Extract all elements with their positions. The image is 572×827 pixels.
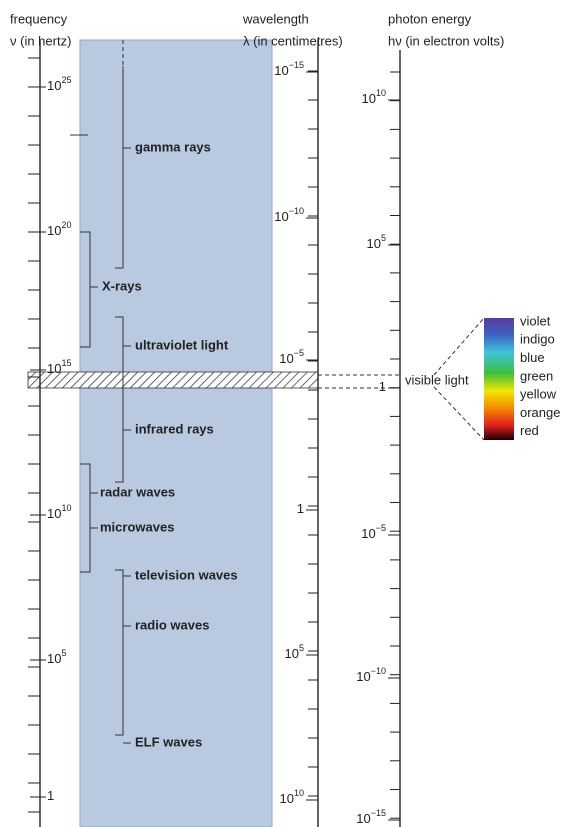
axis-label: 10−5 [361,523,386,541]
label-base: 10 [47,651,61,666]
visible-band [27,371,319,389]
axis-label: 10−10 [356,666,386,684]
label-exponent: 5 [61,648,66,658]
color-label: red [520,423,539,438]
label-base: 10 [274,63,288,78]
axis-subtitle: λ (in centimetres) [243,33,343,48]
color-label: blue [520,350,545,365]
label-exponent: −10 [289,206,304,216]
label-exponent: 10 [376,88,386,98]
label-exponent: 5 [299,643,304,653]
axis-label: 105 [285,643,304,661]
label-exponent: 5 [381,233,386,243]
band-label: microwaves [100,519,174,534]
label-base: 10 [280,791,294,806]
label-exponent: −15 [289,60,304,70]
color-label: green [520,368,553,383]
visible-label: visible light [405,372,469,387]
color-label: indigo [520,332,555,347]
color-spectrum [484,318,514,440]
label-base: 1 [297,501,304,516]
band-label: infrared rays [135,421,214,436]
band-label: television waves [135,567,238,582]
label-base: 10 [362,91,376,106]
label-exponent: 10 [61,503,71,513]
axis-label: 1 [379,379,386,394]
axis-label: 1 [47,788,54,803]
axis-label: 1010 [47,503,71,521]
axis-label: 10−5 [279,348,304,366]
label-base: 10 [367,236,381,251]
label-base: 10 [361,526,375,541]
axis-label: 1015 [47,358,71,376]
axis-subtitle: hν (in electron volts) [388,33,504,48]
wave-band [79,39,273,827]
band-label: ELF waves [135,734,202,749]
label-exponent: 10 [294,788,304,798]
band-label: X-rays [102,278,142,293]
label-base: 10 [47,78,61,93]
axis-label: 1025 [47,75,71,93]
axis-title: photon energy [388,11,472,26]
label-base: 10 [356,669,370,684]
axis-label: 10−15 [274,60,304,78]
axis-label: 105 [367,233,386,251]
axis-label: 1010 [362,88,386,106]
label-exponent: −15 [371,808,386,818]
label-exponent: 20 [61,220,71,230]
label-base: 1 [379,379,386,394]
label-exponent: −5 [294,348,304,358]
band-label: radio waves [135,617,209,632]
label-exponent: 25 [61,75,71,85]
label-exponent: −10 [371,666,386,676]
axis-title: wavelength [242,11,309,26]
axis-label: 1010 [280,788,304,806]
label-base: 10 [47,223,61,238]
label-base: 1 [47,788,54,803]
color-label: violet [520,313,551,328]
axis-label: 1 [297,501,304,516]
band-label: ultraviolet light [135,337,229,352]
visible-connectors [318,317,485,441]
label-exponent: −5 [376,523,386,533]
label-base: 10 [285,646,299,661]
band-label: gamma rays [135,139,211,154]
axis-label: 10−10 [274,206,304,224]
axis-subtitle: ν (in hertz) [10,33,71,48]
axis-title: frequency [10,11,68,26]
label-exponent: 15 [61,358,71,368]
label-base: 10 [279,351,293,366]
label-base: 10 [356,811,370,826]
axis-label: 1020 [47,220,71,238]
brackets [70,40,131,744]
color-label: yellow [520,387,557,402]
label-base: 10 [47,361,61,376]
label-base: 10 [274,209,288,224]
label-base: 10 [47,506,61,521]
color-label: orange [520,405,560,420]
axis-label: 10−15 [356,808,386,826]
band-label: radar waves [100,484,175,499]
axis-label: 105 [47,648,66,666]
